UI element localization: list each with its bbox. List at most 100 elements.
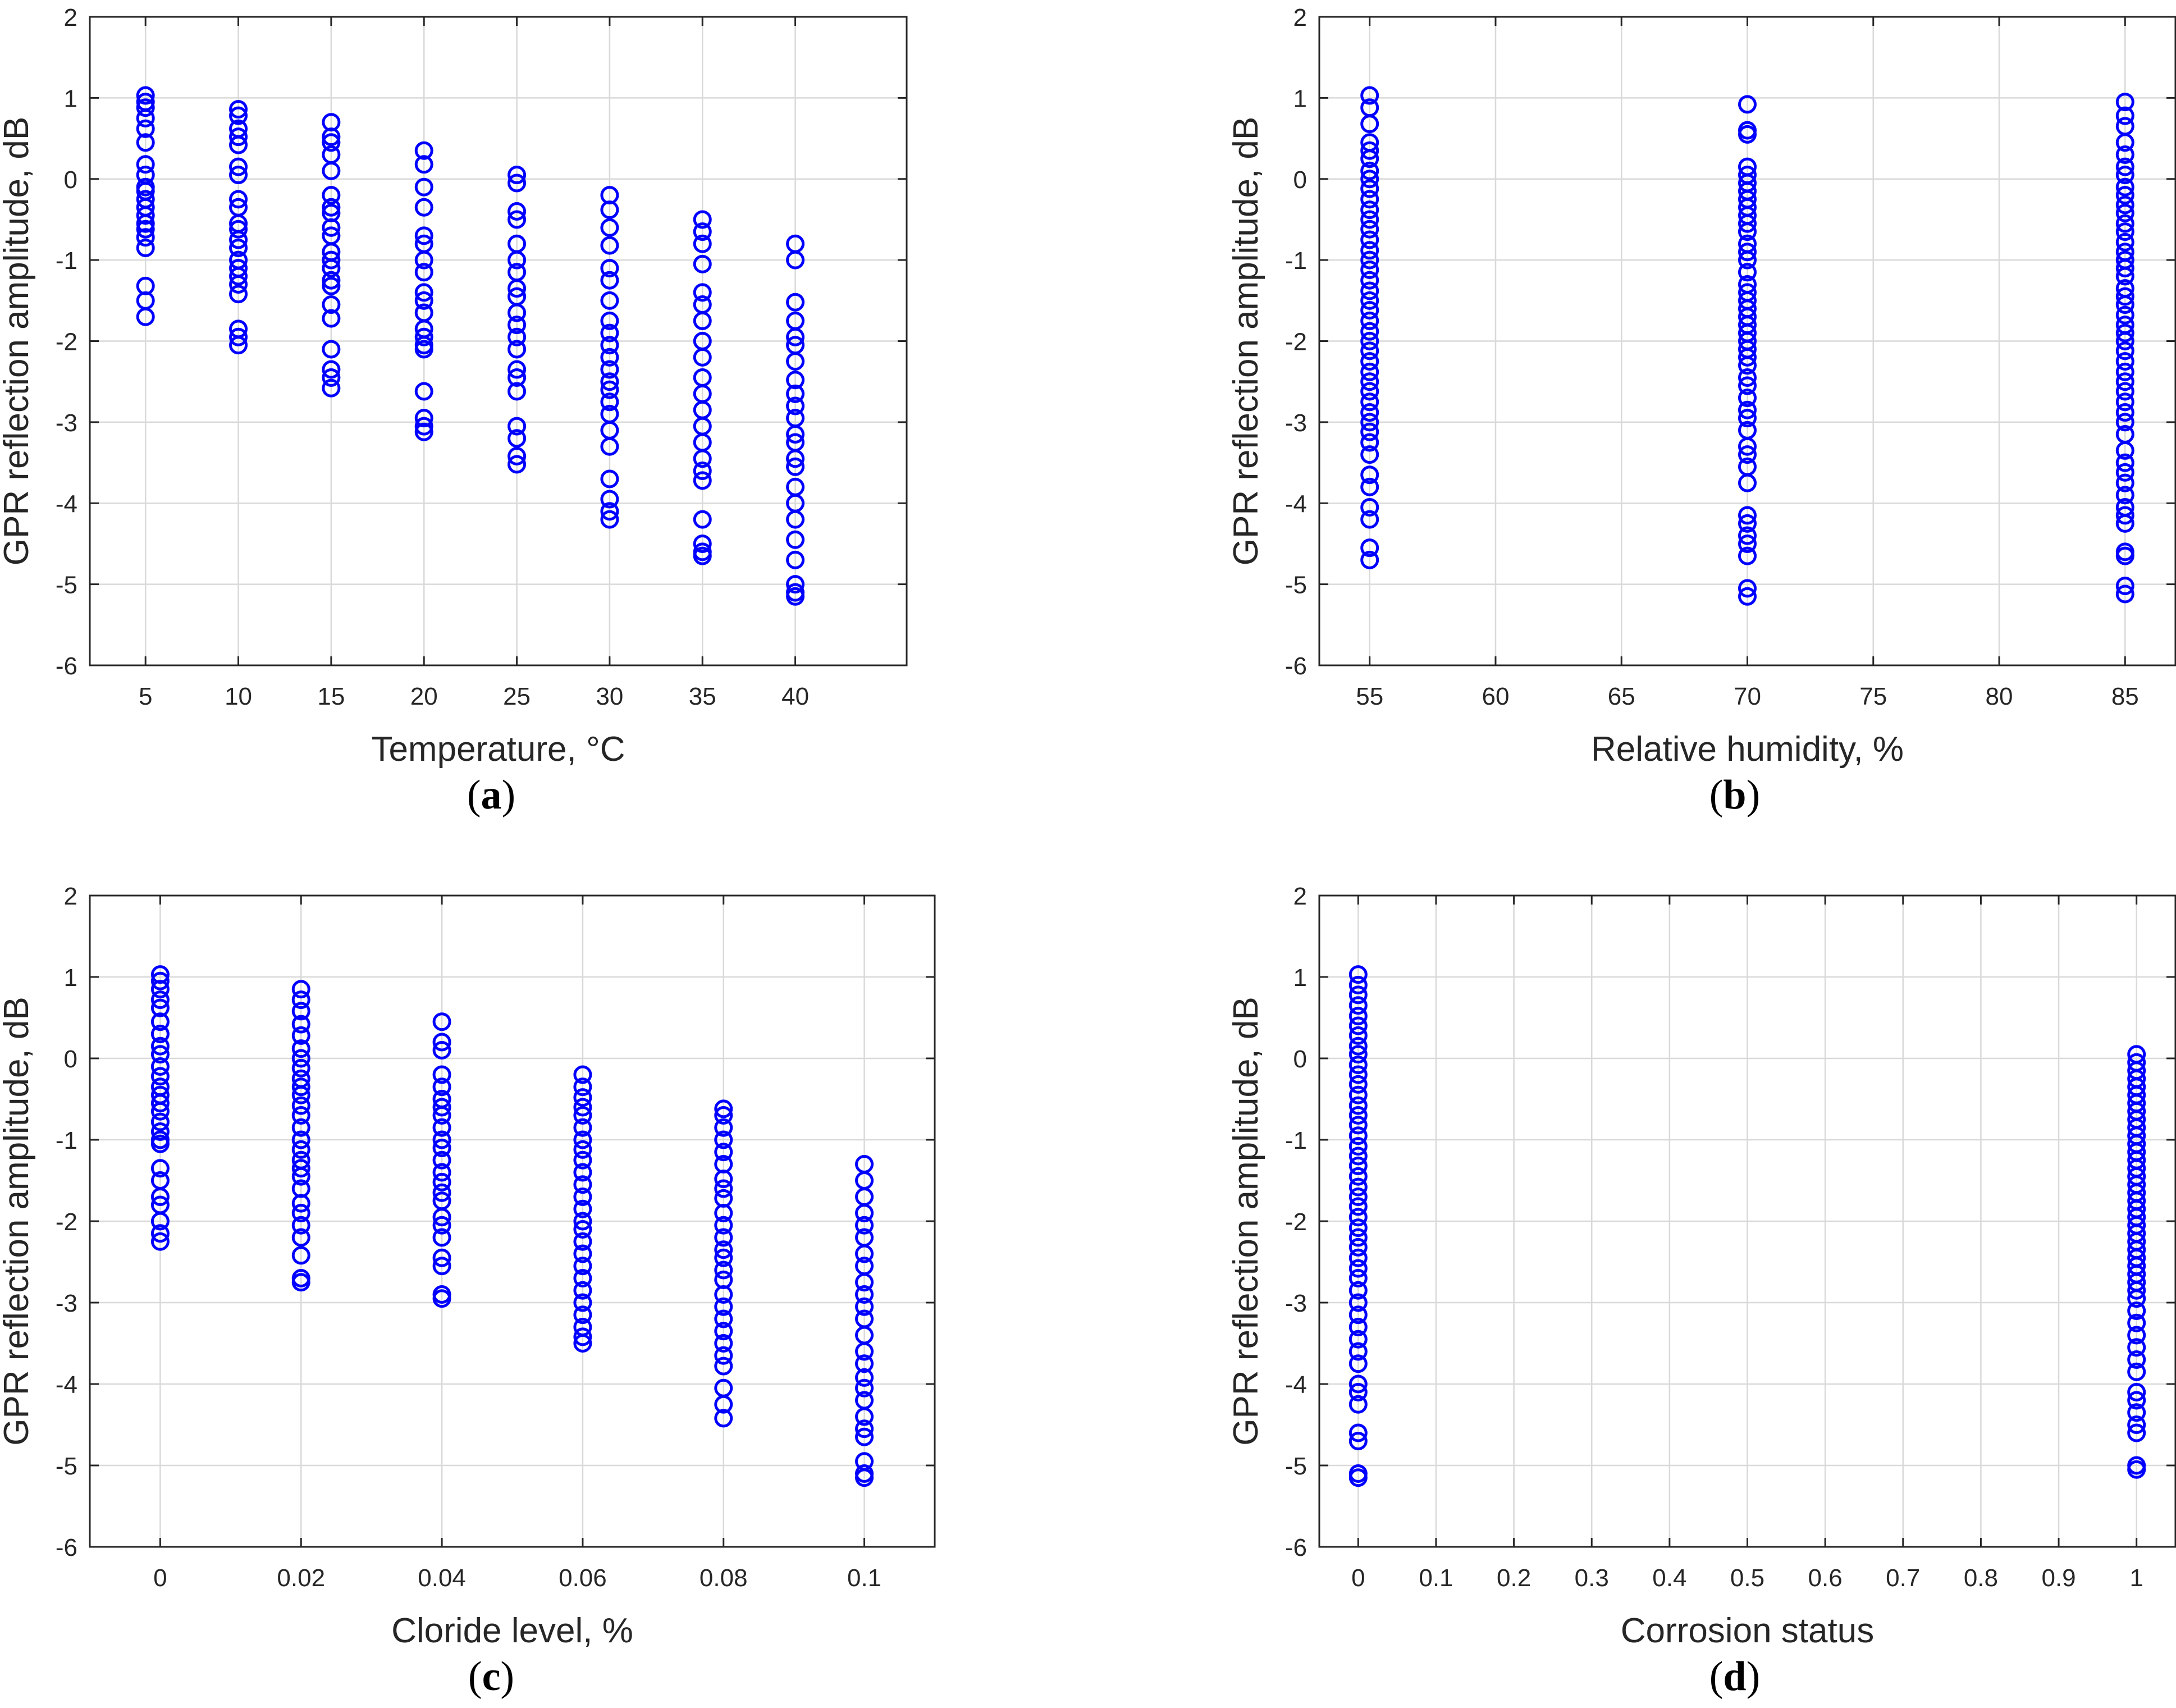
- data-point: [136, 155, 155, 174]
- data-point: [150, 980, 170, 999]
- data-point: [229, 166, 248, 185]
- data-point: [1360, 210, 1379, 229]
- data-point: [136, 238, 155, 257]
- data-point: [1360, 170, 1379, 189]
- data-point: [2127, 1350, 2146, 1369]
- data-point: [1348, 1026, 1368, 1045]
- data-point: [1738, 514, 1757, 533]
- data-point: [1348, 1137, 1368, 1156]
- data-point: [414, 155, 433, 174]
- data-point: [2115, 577, 2134, 596]
- y-tick-label: -4: [1285, 490, 1307, 518]
- data-point: [573, 1281, 592, 1300]
- data-point: [229, 230, 248, 249]
- data-point: [2115, 473, 2134, 492]
- data-point: [2115, 413, 2134, 432]
- data-point: [136, 86, 155, 105]
- data-point: [432, 1041, 451, 1059]
- data-point: [714, 1409, 733, 1428]
- y-tick-label: -5: [56, 1453, 77, 1480]
- data-point: [150, 1036, 170, 1056]
- y-axis-label: GPR reflection amplitude, dB: [1227, 117, 1265, 566]
- data-point: [322, 218, 341, 237]
- data-point: [714, 1099, 733, 1118]
- data-point: [1348, 1126, 1368, 1145]
- data-point: [693, 462, 712, 480]
- y-tick-label: -1: [56, 247, 77, 275]
- data-point: [322, 340, 341, 359]
- data-point: [414, 177, 433, 197]
- data-point: [2115, 323, 2134, 342]
- data-point: [291, 1194, 310, 1213]
- data-point: [136, 119, 155, 138]
- data-point: [600, 336, 619, 355]
- x-tick-label: 0.6: [1808, 1564, 1843, 1592]
- data-point: [150, 1112, 170, 1131]
- data-point: [855, 1407, 874, 1426]
- data-point: [291, 1140, 310, 1159]
- y-tick-label: -2: [56, 1208, 77, 1236]
- data-point: [2115, 514, 2134, 533]
- data-point: [2115, 177, 2134, 197]
- data-point: [1738, 368, 1757, 387]
- data-point: [1360, 161, 1379, 180]
- data-point: [573, 1130, 592, 1149]
- x-tick-label: 70: [1734, 683, 1761, 710]
- data-point: [2115, 93, 2134, 112]
- x-tick-label: 0.02: [277, 1564, 325, 1592]
- panel-label: (c): [468, 1654, 514, 1700]
- data-point: [573, 1188, 592, 1206]
- data-point: [2115, 145, 2134, 164]
- data-point: [1360, 86, 1379, 105]
- data-point: [2115, 166, 2134, 185]
- data-point: [693, 283, 712, 302]
- data-point: [600, 236, 619, 255]
- data-point: [1348, 1147, 1368, 1166]
- data-point: [600, 360, 619, 379]
- data-point: [1360, 311, 1379, 330]
- data-point: [432, 1257, 451, 1276]
- data-point: [150, 1045, 170, 1064]
- data-point: [714, 1395, 733, 1414]
- data-point: [1348, 1305, 1368, 1325]
- data-point: [291, 1077, 310, 1097]
- data-point: [322, 378, 341, 398]
- data-point: [573, 1077, 592, 1097]
- data-point: [432, 1139, 451, 1157]
- data-point: [1348, 976, 1368, 994]
- y-tick-label: 1: [64, 964, 77, 992]
- data-point: [2115, 546, 2134, 565]
- y-tick-label: 2: [1293, 883, 1307, 910]
- data-point: [855, 1297, 874, 1316]
- y-tick-label: -2: [56, 328, 77, 356]
- data-point: [714, 1285, 733, 1304]
- data-point: [432, 1065, 451, 1084]
- data-point: [2115, 186, 2134, 205]
- data-point: [1360, 220, 1379, 239]
- data-point: [714, 1334, 733, 1353]
- x-tick-label: 0.06: [559, 1564, 607, 1592]
- data-point: [2115, 362, 2134, 381]
- data-point: [1360, 149, 1379, 168]
- data-point: [2115, 352, 2134, 371]
- data-point: [1360, 250, 1379, 270]
- data-point: [1738, 222, 1757, 241]
- data-point: [322, 295, 341, 314]
- data-point: [508, 166, 527, 185]
- data-markers: [1348, 965, 2146, 1487]
- data-point: [1348, 1106, 1368, 1125]
- data-point: [573, 1232, 592, 1251]
- data-point: [693, 449, 712, 468]
- data-point: [322, 127, 341, 147]
- panel-label: (a): [467, 772, 515, 818]
- y-tick-label: 1: [1293, 85, 1307, 112]
- data-point: [1738, 348, 1757, 367]
- data-point: [2115, 441, 2134, 460]
- data-point: [573, 1212, 592, 1231]
- data-point: [2127, 1289, 2146, 1308]
- y-tick-label: -5: [56, 572, 77, 599]
- x-tick-label: 75: [1859, 683, 1887, 710]
- data-point: [414, 263, 433, 282]
